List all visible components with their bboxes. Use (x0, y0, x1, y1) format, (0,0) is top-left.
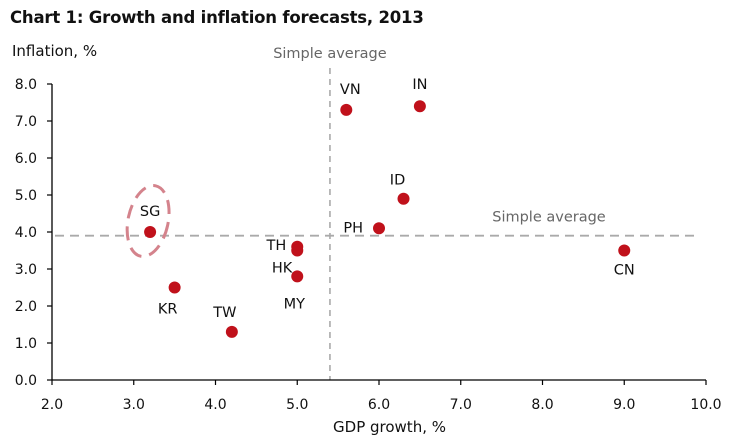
x-axis-title: GDP growth, % (333, 418, 446, 436)
data-point-in (413, 100, 426, 113)
y-tick-label: 2.0 (15, 299, 37, 315)
y-tick-label: 6.0 (15, 151, 37, 167)
data-point-cn (618, 244, 631, 257)
data-point-vn (340, 103, 353, 116)
point-label-hk: HK (272, 261, 293, 277)
y-tick-label: 0.0 (15, 373, 37, 389)
x-tick-label: 9.0 (613, 397, 635, 413)
data-point-id (397, 192, 410, 205)
point-label-kr: KR (158, 302, 178, 318)
data-point-ph (373, 222, 385, 235)
y-tick-label: 8.0 (15, 77, 37, 93)
x-tick-label: 2.0 (41, 397, 63, 413)
y-tick-label: 7.0 (15, 114, 37, 130)
point-label-vn: VN (340, 82, 361, 98)
x-tick-label: 5.0 (286, 397, 308, 413)
x-tick-label: 8.0 (531, 397, 553, 413)
x-tick-label: 10.0 (690, 397, 721, 413)
y-tick-label: 1.0 (15, 336, 37, 352)
data-point-hk (291, 244, 304, 257)
y-tick-label: 5.0 (15, 188, 37, 204)
highlight-ellipse (125, 184, 171, 258)
chart-title: Chart 1: Growth and inflation forecasts,… (10, 8, 424, 27)
data-point-kr (168, 281, 181, 294)
horizontal-average-label: Simple average (492, 210, 606, 226)
y-axis-title: Inflation, % (12, 42, 98, 60)
x-tick-label: 7.0 (450, 397, 472, 413)
x-tick-label: 4.0 (204, 397, 226, 413)
data-point-sg (144, 226, 157, 238)
y-tick-label: 4.0 (15, 225, 37, 241)
point-label-my: MY (284, 296, 306, 312)
x-tick-label: 3.0 (123, 397, 145, 413)
point-label-tw: TW (212, 305, 236, 321)
point-label-ph: PH (343, 220, 363, 236)
vertical-average-label: Simple average (273, 46, 387, 62)
point-label-cn: CN (614, 263, 635, 279)
y-tick-label: 3.0 (15, 262, 37, 278)
x-tick-label: 6.0 (368, 397, 390, 413)
point-label-th: TH (265, 238, 286, 254)
point-label-sg: SG (140, 204, 160, 220)
point-label-in: IN (412, 77, 427, 93)
data-point-tw (225, 325, 238, 338)
point-label-id: ID (390, 173, 405, 189)
data-point-my (291, 270, 304, 283)
